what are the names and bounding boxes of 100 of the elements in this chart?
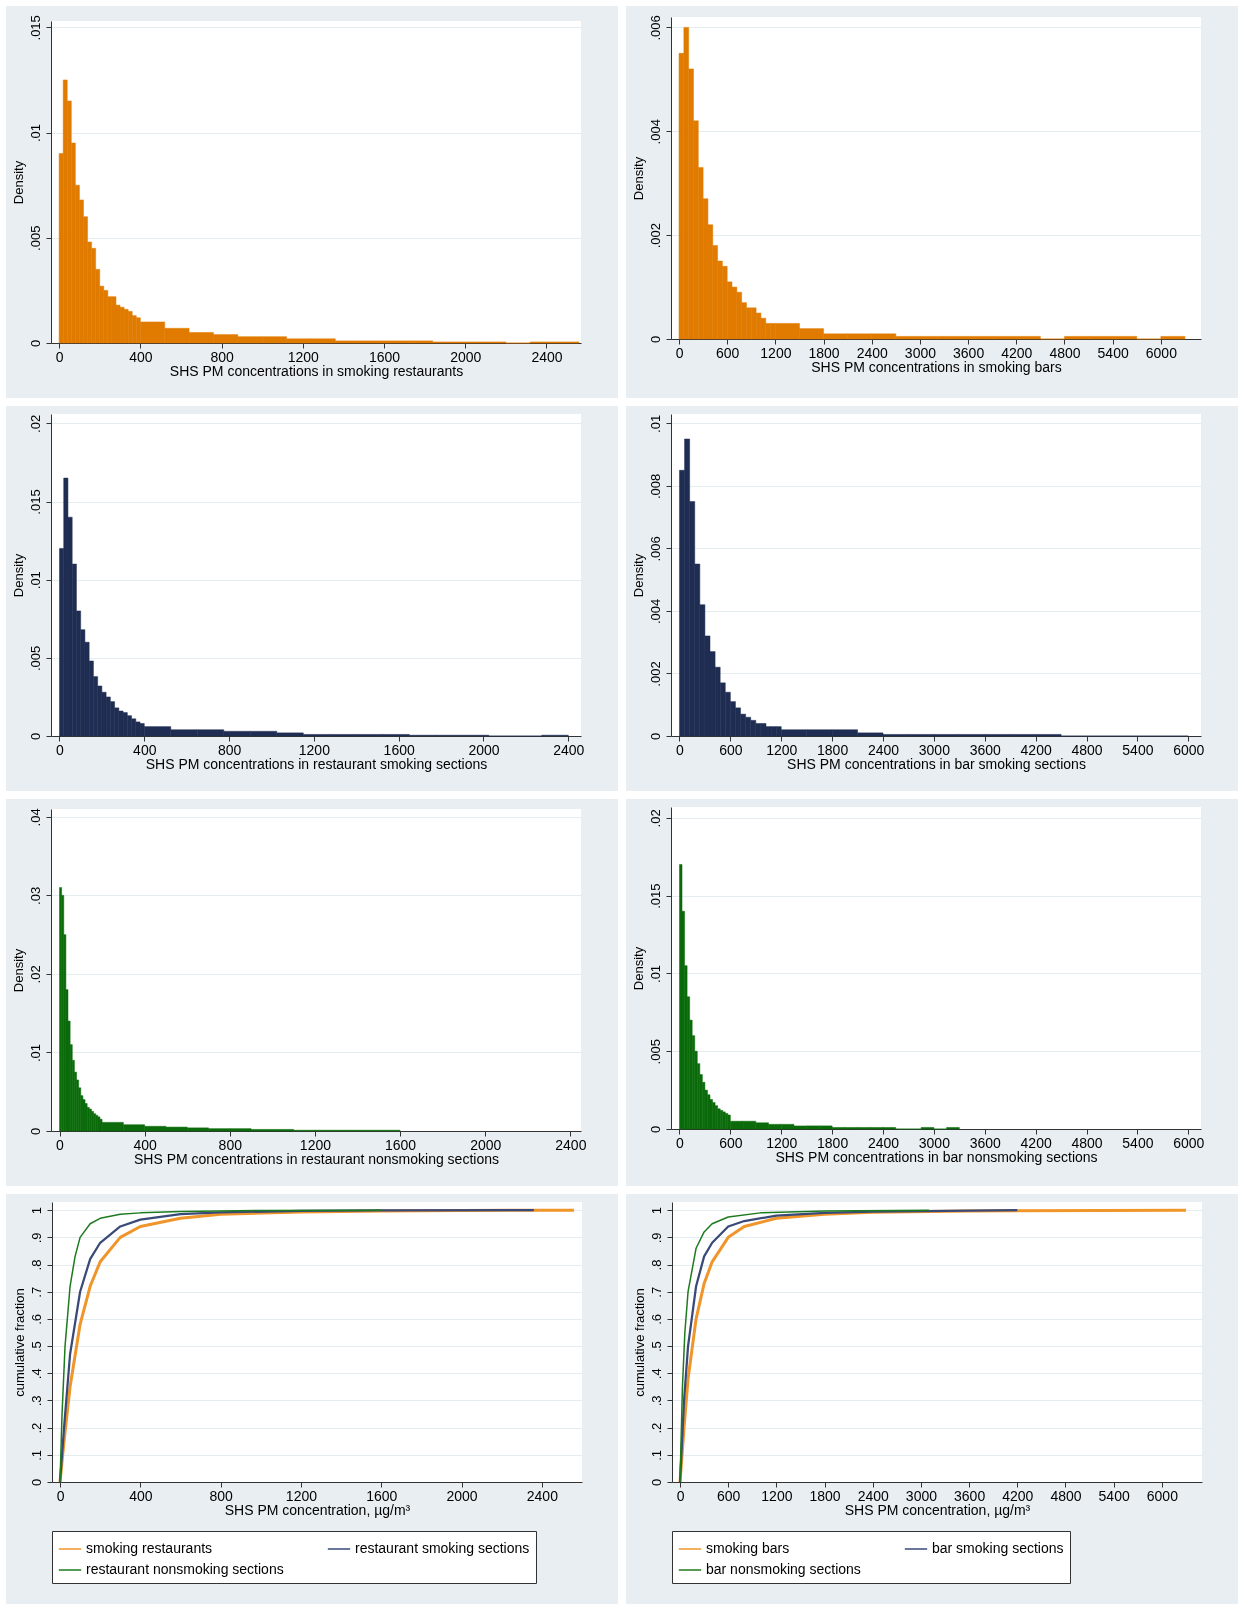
x-tick-label: 0 — [676, 1487, 685, 1504]
x-tick-label: 600 — [719, 1134, 743, 1151]
y-tick-label: .1 — [648, 1449, 664, 1461]
y-tick-label: .03 — [27, 886, 43, 905]
legend-label: smoking bars — [706, 1540, 790, 1556]
x-tick-label: 6000 — [1146, 1487, 1179, 1504]
x-tick-label: 2000 — [450, 348, 482, 365]
x-tick-label: 2000 — [468, 741, 500, 758]
x-tick-label: 4200 — [1001, 344, 1033, 361]
x-axis-title: SHS PM concentration, µg/m³ — [224, 1501, 411, 1518]
y-tick-label: .01 — [27, 1043, 43, 1062]
x-tick-label: 4200 — [1020, 1134, 1052, 1151]
x-tick-label: 3600 — [954, 1487, 986, 1504]
y-tick-label: 1 — [28, 1207, 44, 1215]
x-tick-label: 4800 — [1050, 1487, 1082, 1504]
y-tick-label: .9 — [28, 1232, 44, 1244]
y-tick-label: .01 — [647, 414, 663, 433]
y-tick-label: .02 — [27, 965, 43, 984]
y-tick-label: .8 — [648, 1259, 664, 1271]
y-tick-label: .01 — [647, 964, 663, 983]
x-tick-label: 0 — [676, 1134, 685, 1151]
x-tick-label: 0 — [56, 1136, 65, 1153]
y-tick-label: .005 — [27, 645, 43, 671]
x-tick-label: 2400 — [856, 344, 889, 361]
x-tick-label: 0 — [675, 344, 684, 361]
y-tick-label: .6 — [28, 1313, 44, 1325]
x-axis-title: SHS PM concentration, µg/m³ — [844, 1501, 1031, 1518]
x-tick-label: 1200 — [287, 348, 320, 365]
x-tick-label: 800 — [217, 741, 242, 758]
x-tick-label: 0 — [56, 1487, 65, 1504]
x-tick-label: 800 — [209, 1487, 234, 1504]
x-tick-label: 4200 — [1020, 741, 1052, 758]
y-tick-label: .5 — [648, 1341, 664, 1352]
legend-label: smoking restaurants — [86, 1540, 213, 1556]
x-tick-label: 6000 — [1173, 1134, 1205, 1151]
x-tick-label: 600 — [719, 741, 743, 758]
x-tick-label: 400 — [129, 1487, 153, 1504]
y-tick-label: 0 — [28, 1478, 44, 1487]
y-tick-label: .006 — [647, 15, 663, 41]
x-tick-label: 5400 — [1097, 344, 1129, 361]
x-tick-label: 0 — [676, 741, 685, 758]
x-tick-label: 2000 — [470, 1136, 502, 1153]
x-tick-label: 1200 — [285, 1487, 318, 1504]
y-axis-title: Density — [10, 160, 26, 205]
y-tick-label: 0 — [647, 1125, 663, 1134]
y-tick-label: .3 — [648, 1395, 664, 1407]
x-tick-label: 400 — [133, 741, 157, 758]
x-tick-label: 1800 — [817, 741, 849, 758]
x-tick-label: 4800 — [1071, 1134, 1103, 1151]
x-tick-label: 2400 — [857, 1487, 890, 1504]
y-tick-label: .005 — [647, 1039, 663, 1065]
y-tick-label: .004 — [647, 598, 663, 625]
x-tick-label: 400 — [133, 1136, 158, 1153]
y-tick-label: .015 — [27, 489, 43, 515]
x-axis-title: SHS PM concentrations in restaurant smoking sections — [145, 755, 488, 772]
y-tick-label: .02 — [27, 414, 43, 433]
y-tick-label: .02 — [647, 809, 663, 828]
y-tick-label: .2 — [648, 1422, 664, 1434]
x-tick-label: 2400 — [553, 741, 585, 758]
x-tick-label: 3000 — [905, 1487, 938, 1504]
y-tick-label: 0 — [27, 1127, 43, 1136]
x-tick-label: 4800 — [1071, 741, 1103, 758]
x-tick-label: 0 — [55, 348, 64, 365]
x-tick-label: 1800 — [809, 1487, 841, 1504]
x-axis-title: SHS PM concentrations in restaurant nonsmoking sections — [134, 1150, 499, 1167]
x-tick-label: 5400 — [1122, 1134, 1154, 1151]
x-tick-label: 3600 — [969, 1134, 1002, 1151]
x-tick-label: 3600 — [953, 344, 985, 361]
x-tick-label: 600 — [716, 344, 740, 361]
x-tick-label: 2400 — [867, 741, 900, 758]
y-tick-label: .1 — [28, 1449, 44, 1461]
x-tick-label: 6000 — [1173, 741, 1205, 758]
y-tick-label: .4 — [648, 1368, 664, 1380]
y-tick-label: .8 — [28, 1259, 44, 1271]
x-tick-label: 1200 — [766, 741, 798, 758]
x-axis-title: SHS PM concentrations in bar smoking sections — [787, 755, 1086, 772]
x-tick-label: 5400 — [1122, 741, 1154, 758]
x-tick-label: 400 — [129, 348, 153, 365]
y-tick-label: .002 — [647, 222, 663, 249]
y-axis-title: cumulative fraction — [631, 1288, 647, 1397]
x-tick-label: 2400 — [867, 1134, 900, 1151]
y-tick-label: .01 — [27, 124, 43, 143]
y-tick-label: .9 — [648, 1232, 664, 1244]
x-tick-label: 3000 — [918, 741, 951, 758]
y-tick-label: .04 — [27, 808, 43, 827]
x-tick-label: 6000 — [1145, 344, 1178, 361]
x-tick-label: 800 — [210, 348, 234, 365]
legend-label: bar nonsmoking sections — [706, 1561, 861, 1577]
x-tick-label: 4800 — [1049, 344, 1081, 361]
y-axis-title: cumulative fraction — [11, 1288, 27, 1397]
y-tick-label: .4 — [28, 1368, 44, 1380]
x-tick-label: 2400 — [555, 1136, 587, 1153]
y-tick-label: .006 — [647, 536, 663, 562]
y-tick-label: .015 — [647, 883, 663, 909]
y-tick-label: .2 — [28, 1422, 44, 1434]
x-tick-label: 3000 — [918, 1134, 951, 1151]
x-tick-label: 1200 — [760, 344, 792, 361]
y-tick-label: .3 — [28, 1395, 44, 1407]
x-tick-label: 1200 — [766, 1134, 798, 1151]
y-tick-label: 0 — [647, 335, 663, 344]
